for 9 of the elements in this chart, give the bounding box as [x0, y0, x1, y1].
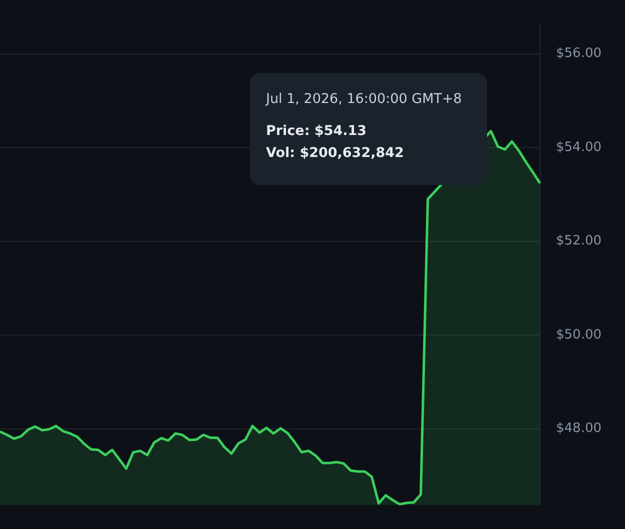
tooltip: Jul 1, 2026, 16:00:00 GMT+8 Price: $54.13 Vol: $200,632,842 — [250, 73, 487, 185]
annotation: Jul 1, 2026, 16:00:00 GMT+8 — [266, 91, 463, 107]
y-tick-label: $54.00 — [556, 140, 602, 155]
y-tick-label: $48.00 — [556, 421, 602, 436]
annotation: Price: $54.13 — [266, 123, 368, 139]
y-tick-label: $52.00 — [556, 234, 602, 249]
y-tick-label: $50.00 — [556, 327, 602, 342]
annotation: Vol: $200,632,842 — [266, 145, 405, 161]
y-tick-label: $56.00 — [556, 46, 602, 62]
